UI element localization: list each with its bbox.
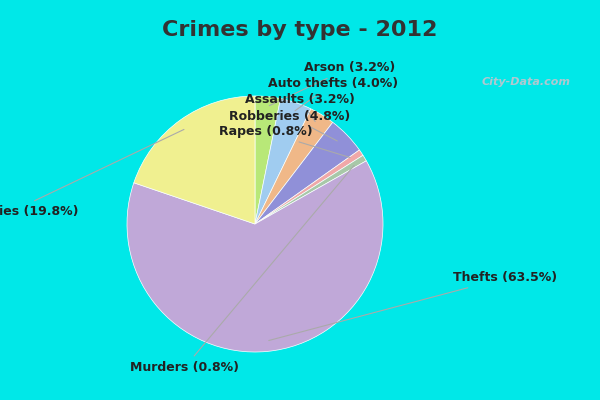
Wedge shape xyxy=(255,98,311,224)
Text: Thefts (63.5%): Thefts (63.5%) xyxy=(269,271,557,340)
Wedge shape xyxy=(255,150,363,224)
Text: Burglaries (19.8%): Burglaries (19.8%) xyxy=(0,130,184,218)
Wedge shape xyxy=(127,161,383,352)
Text: Murders (0.8%): Murders (0.8%) xyxy=(130,166,354,374)
Wedge shape xyxy=(255,109,333,224)
Text: Robberies (4.8%): Robberies (4.8%) xyxy=(229,110,350,141)
Wedge shape xyxy=(134,96,255,224)
Text: Rapes (0.8%): Rapes (0.8%) xyxy=(219,125,350,158)
Text: City-Data.com: City-Data.com xyxy=(482,77,571,87)
Text: Auto thefts (4.0%): Auto thefts (4.0%) xyxy=(268,77,398,111)
Text: Arson (3.2%): Arson (3.2%) xyxy=(269,61,395,106)
Wedge shape xyxy=(255,122,359,224)
Text: Assaults (3.2%): Assaults (3.2%) xyxy=(245,93,355,122)
Text: Crimes by type - 2012: Crimes by type - 2012 xyxy=(163,20,437,40)
Wedge shape xyxy=(255,155,367,224)
Wedge shape xyxy=(255,96,281,224)
